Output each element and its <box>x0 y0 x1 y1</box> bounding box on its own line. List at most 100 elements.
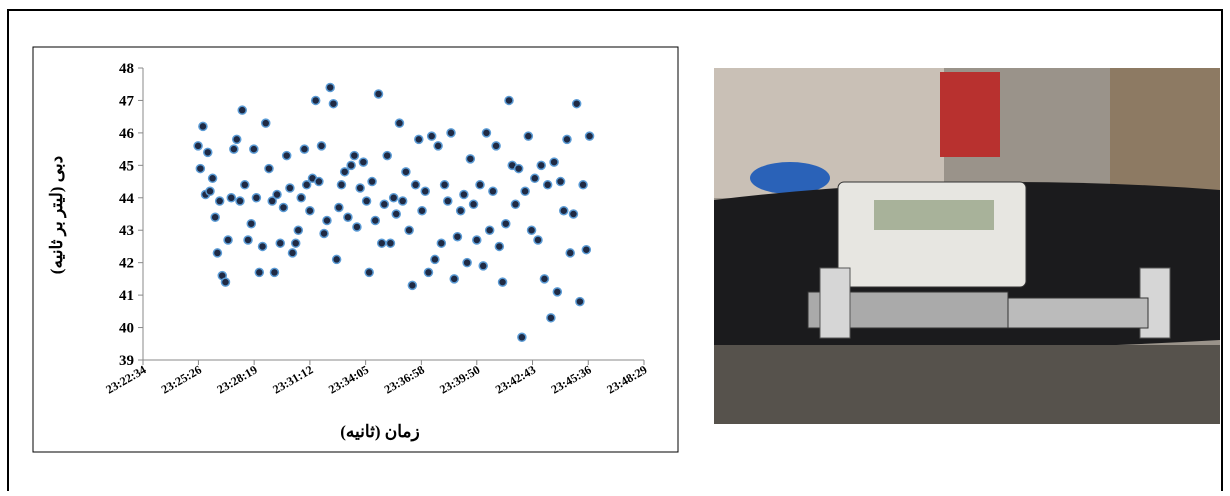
point <box>536 160 546 171</box>
point <box>468 199 479 210</box>
point <box>339 167 350 177</box>
point <box>555 176 566 187</box>
point <box>272 189 282 200</box>
y-tick-label: 44 <box>119 191 135 207</box>
point <box>436 238 447 248</box>
point <box>449 274 459 284</box>
point <box>331 254 342 265</box>
point <box>301 180 312 190</box>
point <box>420 186 430 197</box>
point <box>193 141 203 151</box>
point <box>533 235 543 245</box>
point <box>207 173 218 184</box>
point <box>305 206 315 216</box>
point <box>510 199 521 210</box>
point <box>475 180 485 190</box>
clamp <box>819 267 851 339</box>
point <box>517 332 527 343</box>
red-box <box>940 72 1000 157</box>
point <box>325 82 335 93</box>
point <box>542 180 553 190</box>
point <box>382 150 392 161</box>
point <box>501 218 511 229</box>
point <box>275 238 286 248</box>
point <box>417 206 427 216</box>
point <box>220 277 231 287</box>
point <box>278 202 289 213</box>
point <box>552 287 563 297</box>
point <box>430 254 440 265</box>
point <box>287 248 298 258</box>
point <box>285 183 295 193</box>
x-axis-label: زمان (ثانیه) <box>340 422 419 442</box>
point <box>465 154 476 164</box>
barrel <box>750 162 830 194</box>
point <box>462 257 472 268</box>
point <box>530 173 540 184</box>
point <box>452 231 463 242</box>
point <box>310 95 321 106</box>
point <box>319 228 329 239</box>
brick-wall <box>1110 68 1220 198</box>
y-tick-label: 47 <box>119 93 135 109</box>
point <box>349 150 360 161</box>
point <box>459 189 469 200</box>
point <box>391 209 401 219</box>
y-tick-label: 41 <box>119 288 134 304</box>
point <box>367 176 377 187</box>
device-screen <box>874 200 994 230</box>
point <box>261 118 271 128</box>
point <box>494 241 505 252</box>
sensor-rail <box>1007 297 1149 329</box>
point <box>296 193 306 203</box>
point <box>397 196 408 206</box>
point <box>235 196 245 206</box>
point <box>581 244 592 255</box>
point <box>433 141 443 151</box>
point <box>251 193 262 203</box>
point <box>373 89 384 99</box>
point <box>520 186 530 197</box>
y-tick-label: 42 <box>119 256 134 272</box>
point <box>407 280 418 291</box>
point <box>267 196 277 206</box>
point <box>484 225 495 235</box>
point <box>455 206 466 216</box>
point <box>504 95 514 106</box>
point <box>232 134 242 145</box>
point <box>488 186 498 197</box>
point <box>237 105 247 115</box>
point <box>264 163 274 174</box>
point <box>226 193 237 203</box>
point <box>578 180 588 190</box>
point <box>388 193 399 203</box>
point <box>565 248 575 258</box>
point <box>523 131 534 141</box>
point <box>478 261 488 271</box>
point <box>343 212 353 222</box>
y-tick-label: 43 <box>119 223 134 239</box>
point <box>290 238 301 248</box>
point <box>571 98 582 109</box>
point <box>394 118 405 128</box>
point <box>205 186 215 197</box>
point <box>439 180 450 190</box>
y-tick-label: 46 <box>119 126 135 142</box>
point <box>443 196 453 206</box>
point <box>212 248 223 258</box>
point <box>559 206 569 216</box>
point <box>328 98 339 109</box>
point <box>472 235 482 245</box>
point <box>414 134 424 145</box>
y-tick-label: 40 <box>119 321 134 337</box>
point <box>249 144 259 154</box>
point <box>546 313 556 323</box>
point <box>497 277 508 287</box>
point <box>584 131 595 141</box>
point <box>229 144 239 154</box>
point <box>426 131 437 141</box>
point <box>549 157 559 167</box>
point <box>358 157 369 167</box>
point <box>352 222 362 232</box>
